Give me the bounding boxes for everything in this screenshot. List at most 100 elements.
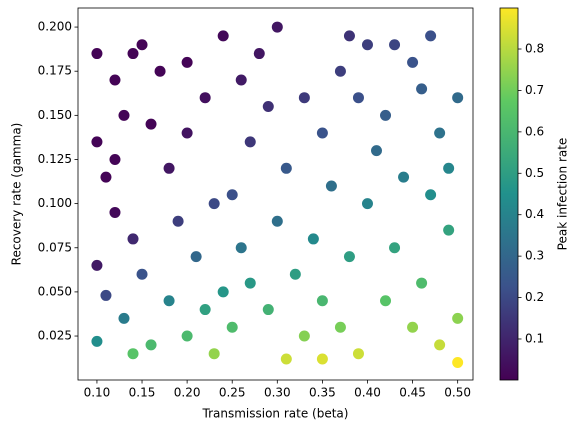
point [163, 162, 175, 174]
point [443, 224, 455, 236]
point [118, 312, 130, 324]
point [199, 92, 211, 104]
colorbar-tick-label: 0.6 [525, 124, 544, 138]
point [199, 304, 211, 316]
x-tick-label: 0.35 [309, 386, 336, 400]
colorbar [499, 7, 519, 381]
x-tick-label: 0.40 [354, 386, 381, 400]
point [118, 109, 130, 121]
y-axis-label: Recovery rate (gamma) [10, 123, 24, 266]
point [425, 189, 437, 201]
y-tick-label: 0.025 [38, 329, 72, 343]
point [343, 30, 355, 42]
point [307, 233, 319, 245]
point [298, 92, 310, 104]
x-tick-label: 0.45 [399, 386, 426, 400]
point [154, 65, 166, 77]
point [280, 353, 292, 365]
point [145, 118, 157, 130]
colorbar-tick-label: 0.1 [525, 331, 544, 345]
y-tick-label: 0.050 [38, 284, 72, 298]
point [244, 277, 256, 289]
point [325, 180, 337, 192]
point [208, 198, 220, 210]
point [416, 277, 428, 289]
point [425, 30, 437, 42]
point [316, 295, 328, 307]
point [361, 39, 373, 51]
x-tick-label: 0.30 [264, 386, 291, 400]
y-tick-label: 0.150 [38, 108, 72, 122]
point [371, 145, 383, 157]
point [361, 198, 373, 210]
y-tick-label: 0.125 [38, 152, 72, 166]
point [226, 189, 238, 201]
point [253, 48, 265, 60]
point [136, 268, 148, 280]
colorbar-tick-label: 0.3 [525, 249, 544, 263]
colorbar-tick-label: 0.5 [525, 166, 544, 180]
x-axis-label: Transmission rate (beta) [202, 407, 349, 421]
point [145, 339, 157, 351]
point [416, 83, 428, 95]
point [181, 127, 193, 139]
y-tick-label: 0.200 [38, 20, 72, 34]
y-tick-label: 0.075 [38, 240, 72, 254]
point [262, 304, 274, 316]
point [91, 136, 103, 148]
colorbar-tick-label: 0.7 [525, 83, 544, 97]
y-tick-label: 0.100 [38, 196, 72, 210]
point [434, 339, 446, 351]
point [298, 330, 310, 342]
point [380, 109, 392, 121]
point [334, 321, 346, 333]
point [235, 242, 247, 254]
point [127, 48, 139, 60]
colorbar-tick-label: 0.2 [525, 290, 544, 304]
y-tick-label: 0.175 [38, 64, 72, 78]
point [109, 74, 121, 86]
point [217, 30, 229, 42]
point [208, 348, 220, 360]
point [407, 321, 419, 333]
point [434, 127, 446, 139]
point [271, 215, 283, 227]
point [407, 56, 419, 68]
x-tick-label: 0.25 [219, 386, 246, 400]
point [352, 92, 364, 104]
x-tick-label: 0.15 [129, 386, 156, 400]
point [380, 295, 392, 307]
point [398, 171, 410, 183]
point [280, 162, 292, 174]
point [389, 39, 401, 51]
point [109, 206, 121, 218]
point [452, 92, 464, 104]
plot-frame [77, 7, 474, 381]
x-tick-label: 0.20 [174, 386, 201, 400]
point [91, 335, 103, 347]
colorbar-tick-label: 0.8 [525, 42, 544, 56]
point [91, 48, 103, 60]
point [443, 162, 455, 174]
point [136, 39, 148, 51]
point [226, 321, 238, 333]
point [389, 242, 401, 254]
point [452, 357, 464, 369]
point [343, 251, 355, 263]
point [217, 286, 229, 298]
point [244, 136, 256, 148]
points [91, 21, 464, 369]
point [163, 295, 175, 307]
colorbar-label: Peak infection rate [556, 138, 570, 251]
x-tick-label: 0.50 [444, 386, 471, 400]
point [172, 215, 184, 227]
point [181, 330, 193, 342]
point [316, 127, 328, 139]
point [271, 21, 283, 33]
point [181, 56, 193, 68]
point [352, 348, 364, 360]
point [100, 171, 112, 183]
point [289, 268, 301, 280]
point [235, 74, 247, 86]
